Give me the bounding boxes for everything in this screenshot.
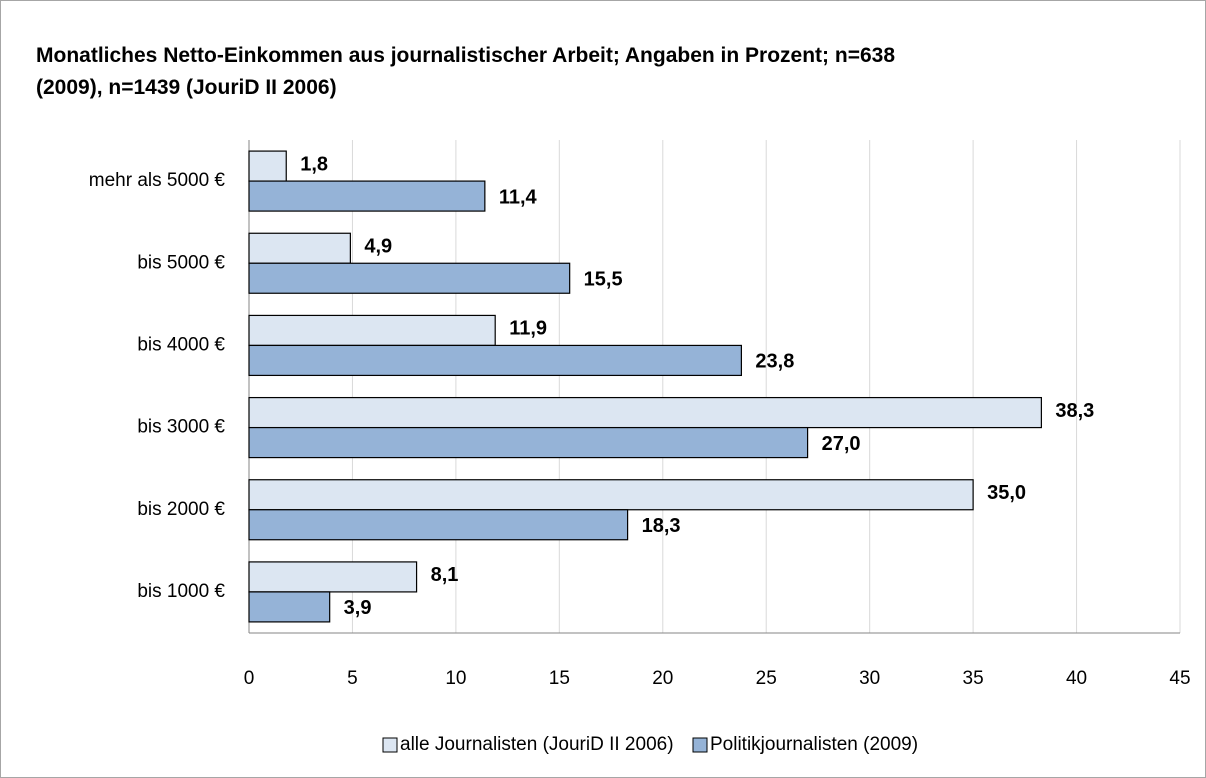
- value-label: 38,3: [1055, 400, 1094, 422]
- value-label: 15,5: [584, 269, 623, 291]
- bar: [248, 344, 742, 377]
- chart-title: Monatliches Netto-Einkommen aus journali…: [36, 44, 896, 99]
- bar: [248, 561, 418, 593]
- legend-swatch: [382, 737, 398, 753]
- bar: [248, 180, 486, 212]
- y-tick-label: bis 2000 €: [137, 499, 225, 520]
- value-label: 11,9: [509, 318, 547, 340]
- value-label: 3,9: [344, 597, 372, 619]
- x-tick-label: 10: [445, 668, 466, 689]
- bar: [248, 262, 571, 294]
- value-label: 8,1: [431, 564, 459, 586]
- x-tick-label: 35: [963, 668, 984, 689]
- value-label: 4,9: [364, 236, 392, 258]
- legend-label: alle Journalisten (JouriD II 2006): [400, 734, 674, 755]
- value-label: 23,8: [755, 351, 794, 373]
- x-tick-label: 25: [756, 668, 777, 689]
- x-tick-label: 40: [1066, 668, 1087, 689]
- value-label: 18,3: [642, 515, 681, 537]
- bar: [248, 591, 331, 623]
- x-tick-label: 0: [244, 668, 255, 689]
- value-label: 35,0: [987, 482, 1026, 504]
- x-tick-label: 30: [859, 668, 880, 689]
- bar: [248, 232, 351, 264]
- x-tick-label: 20: [652, 668, 673, 689]
- x-tick-label: 45: [1169, 668, 1190, 689]
- x-tick-label: 15: [549, 668, 570, 689]
- legend-swatch: [692, 737, 708, 753]
- x-tick-label: 5: [347, 668, 358, 689]
- y-tick-label: bis 4000 €: [137, 334, 225, 355]
- bar: [248, 479, 974, 511]
- legend-label: Politikjournalisten (2009): [710, 734, 918, 755]
- y-tick-label: mehr als 5000 €: [89, 170, 226, 191]
- value-label: 27,0: [822, 433, 861, 455]
- bar: [248, 426, 809, 459]
- y-tick-label: bis 3000 €: [137, 417, 225, 438]
- bar: [248, 396, 1042, 429]
- bar: [248, 509, 629, 541]
- value-label: 11,4: [499, 186, 538, 208]
- value-label: 1,8: [300, 153, 328, 175]
- bar: [248, 314, 496, 347]
- y-tick-label: bis 1000 €: [137, 581, 225, 602]
- y-tick-label: bis 5000 €: [137, 252, 225, 273]
- bar: [248, 150, 287, 182]
